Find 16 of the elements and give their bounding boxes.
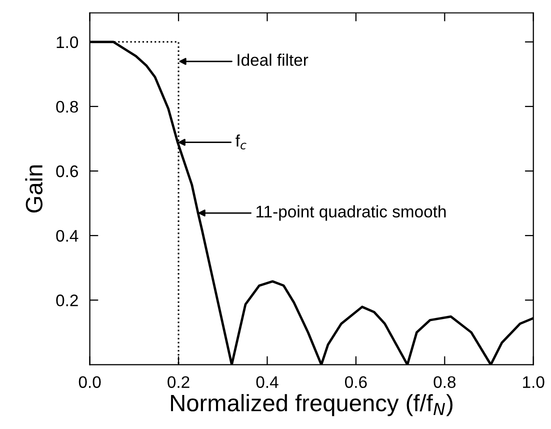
x-tick-label: 0.2 (168, 376, 190, 388)
y-axis-title: Gain (25, 165, 43, 213)
x-tick-label: 0.4 (256, 376, 278, 388)
y-tick-label: 0.4 (56, 230, 78, 242)
x-tick-label: 0.8 (434, 376, 456, 388)
x-tick-label: 0.0 (78, 376, 101, 388)
annotation: 11-point quadratic smooth (256, 205, 446, 221)
y-tick-label: 0.6 (56, 165, 78, 178)
annotation: Ideal filter (238, 54, 308, 66)
annotation: f$_{c}$ (236, 134, 246, 150)
x-tick-label: 1.0 (523, 376, 544, 388)
y-tick-label: 0.8 (56, 100, 78, 113)
x-tick-label: 0.6 (345, 376, 367, 388)
y-tick-label: 0.2 (56, 294, 78, 306)
y-tick-label: 1.0 (56, 36, 78, 48)
x-axis-title: Normalized frequency (f/f$_{N}$) (171, 394, 452, 416)
